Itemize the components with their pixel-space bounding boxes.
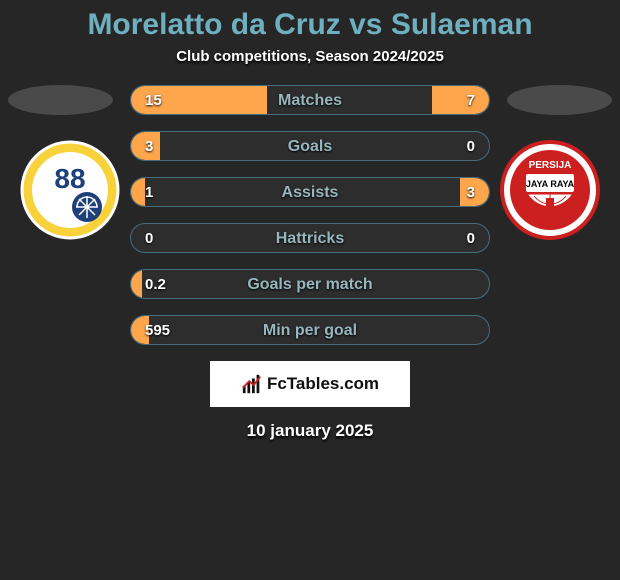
stat-value-right: 0 <box>467 132 475 161</box>
svg-text:PERSIJA: PERSIJA <box>529 160 572 171</box>
stat-row: Goals3 0 <box>130 131 490 161</box>
page-title: Morelatto da Cruz vs Sulaeman <box>0 0 620 42</box>
comparison-panel: 88 PERSIJA JAYA RAYA Matches157Goals30As… <box>0 85 620 441</box>
brand-box[interactable]: FcTables.com <box>210 361 410 407</box>
stat-label: Min per goal <box>131 316 489 345</box>
stat-label: Goals per match <box>131 270 489 299</box>
stat-value-right: 3 <box>467 178 475 207</box>
stat-row: Hattricks0 0 <box>130 223 490 253</box>
brand-logo-icon <box>241 373 263 395</box>
player-shadow-right <box>507 85 612 115</box>
brand-text: FcTables.com <box>267 374 379 394</box>
svg-text:88: 88 <box>54 163 85 194</box>
svg-text:JAYA RAYA: JAYA RAYA <box>526 179 575 189</box>
player-shadow-left <box>8 85 113 115</box>
club-badge-right: PERSIJA JAYA RAYA <box>500 140 600 240</box>
stat-label: Assists <box>131 178 489 207</box>
stat-row: Goals per match0.2 <box>130 269 490 299</box>
barito-badge-icon: 88 <box>20 140 120 240</box>
stat-value-right: 7 <box>467 86 475 115</box>
persija-badge-icon: PERSIJA JAYA RAYA <box>500 140 600 240</box>
stat-value-left: 0 <box>145 224 153 253</box>
stat-value-left: 0.2 <box>145 270 166 299</box>
stat-row: Matches15 7 <box>130 85 490 115</box>
stat-label: Matches <box>131 86 489 115</box>
stats-list: Matches157Goals30Assists13Hattricks00Goa… <box>130 85 490 345</box>
stat-value-left: 1 <box>145 178 153 207</box>
footer-date: 10 january 2025 <box>0 421 620 441</box>
stat-value-left: 595 <box>145 316 170 345</box>
stat-row: Min per goal595 <box>130 315 490 345</box>
stat-label: Hattricks <box>131 224 489 253</box>
club-badge-left: 88 <box>20 140 120 240</box>
stat-value-right: 0 <box>467 224 475 253</box>
stat-label: Goals <box>131 132 489 161</box>
stat-value-left: 15 <box>145 86 162 115</box>
stat-value-left: 3 <box>145 132 153 161</box>
stat-row: Assists1 3 <box>130 177 490 207</box>
subtitle: Club competitions, Season 2024/2025 <box>0 48 620 65</box>
